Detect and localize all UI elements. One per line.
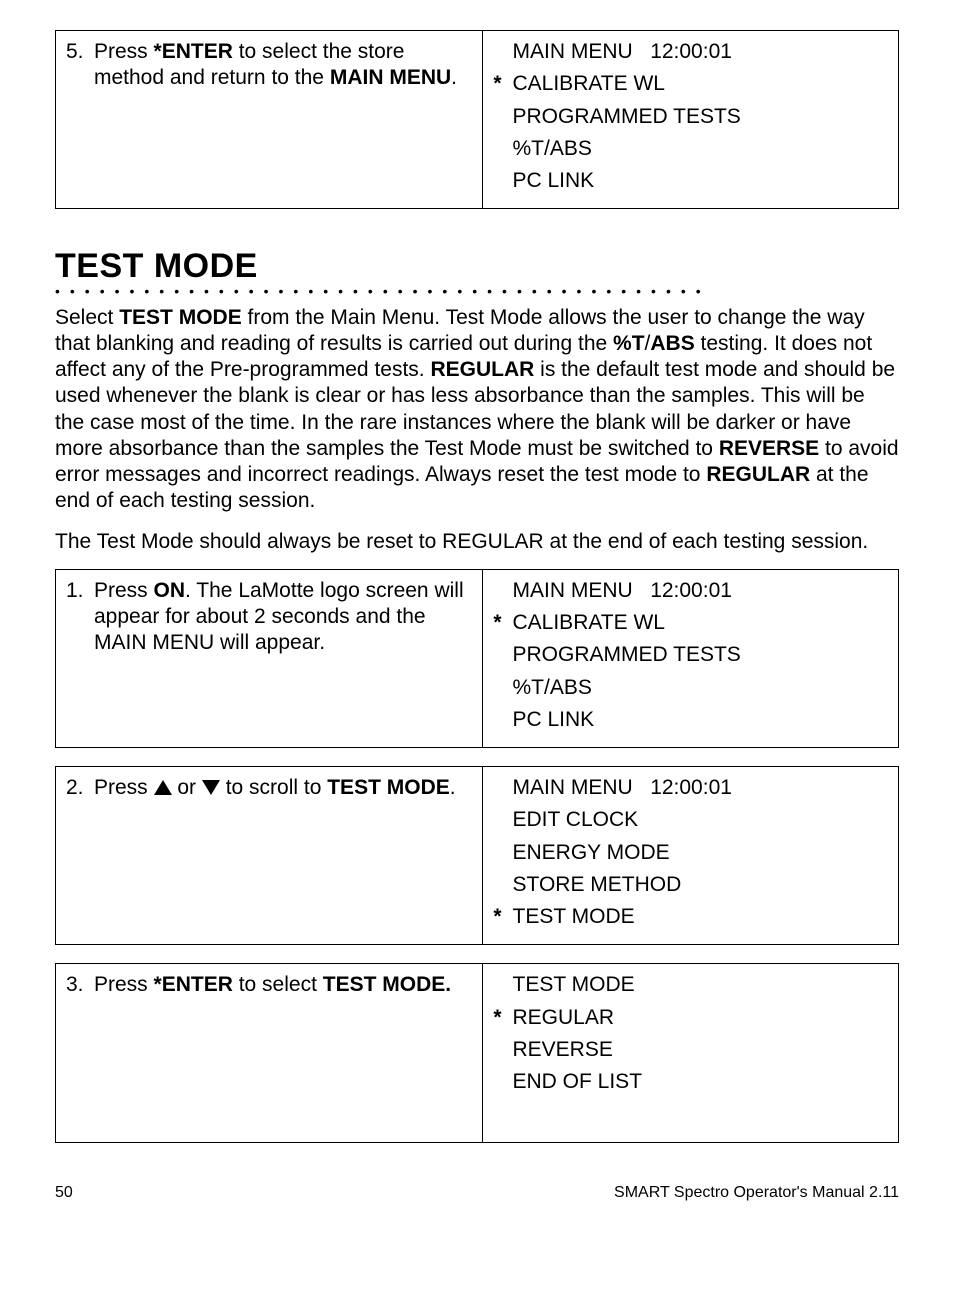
heading-dots: ••••••••••••••••••••••••••••••••••••••••…	[55, 288, 899, 299]
marker-blank	[483, 707, 513, 733]
marker-blank	[483, 807, 513, 833]
marker-blank	[483, 39, 513, 65]
text: to scroll to	[220, 776, 327, 799]
marker-blank	[483, 840, 513, 866]
section-heading-wrap: TEST MODE ••••••••••••••••••••••••••••••…	[55, 245, 899, 298]
step-number: 3.	[66, 972, 94, 998]
step-2-panel: 2. Press or to scroll to TEST MODE. MAIN…	[55, 766, 899, 945]
marker-blank	[483, 642, 513, 668]
step-body: Press *ENTER to select TEST MODE.	[94, 972, 472, 998]
up-arrow-icon	[154, 780, 172, 795]
step-1-screen: MAIN MENU 12:00:01 *CALIBRATE WL PROGRAM…	[483, 570, 899, 747]
marker-blank	[483, 775, 513, 801]
menu-item	[513, 1101, 889, 1127]
marker-blank	[483, 1069, 513, 1095]
step-number: 2.	[66, 775, 94, 801]
intro-paragraph-1: Select TEST MODE from the Main Menu. Tes…	[55, 305, 899, 515]
bold: REGULAR	[706, 463, 810, 486]
text: .	[451, 66, 457, 89]
text: Select	[55, 306, 119, 329]
menu-item: PROGRAMMED TESTS	[513, 104, 889, 130]
step-5-screen: MAIN MENU 12:00:01 *CALIBRATE WL PROGRAM…	[483, 31, 899, 208]
step-3-panel: 3. Press *ENTER to select TEST MODE. TES…	[55, 963, 899, 1142]
header-time: 12:00:01	[650, 579, 732, 602]
menu-item: REGULAR	[513, 1005, 889, 1031]
header-title: MAIN MENU	[513, 776, 633, 799]
step-number: 1.	[66, 578, 94, 657]
text: or	[172, 776, 202, 799]
menu-item: REVERSE	[513, 1037, 889, 1063]
header-title: TEST MODE	[513, 973, 635, 996]
selection-marker: *	[483, 1005, 513, 1031]
step-2-screen: MAIN MENU 12:00:01 EDIT CLOCK ENERGY MOD…	[483, 767, 899, 944]
text: to select	[233, 973, 323, 996]
key-enter: *ENTER	[154, 40, 233, 63]
selection-marker: *	[483, 904, 513, 930]
header-title: MAIN MENU	[513, 579, 633, 602]
text: Press	[94, 776, 154, 799]
bold: REVERSE	[719, 437, 819, 460]
marker-blank	[483, 1037, 513, 1063]
text: .	[450, 776, 456, 799]
menu-item: CALIBRATE WL	[513, 610, 889, 636]
down-arrow-icon	[202, 780, 220, 795]
menu-item: CALIBRATE WL	[513, 71, 889, 97]
menu-item: EDIT CLOCK	[513, 807, 889, 833]
screen-header: MAIN MENU 12:00:01	[513, 775, 889, 801]
page-number: 50	[55, 1183, 73, 1203]
step-number: 5.	[66, 39, 94, 92]
marker-blank	[483, 675, 513, 701]
manual-title: SMART Spectro Operator's Manual 2.11	[614, 1183, 899, 1203]
bold: TEST MODE	[119, 306, 242, 329]
text: Press	[94, 40, 154, 63]
menu-item: STORE METHOD	[513, 872, 889, 898]
bold: TEST MODE.	[323, 973, 451, 996]
step-body: Press or to scroll to TEST MODE.	[94, 775, 472, 801]
step-1-text: 1. Press ON. The LaMotte logo screen wil…	[56, 570, 483, 747]
bold: ABS	[650, 332, 694, 355]
step-body: Press ON. The LaMotte logo screen will a…	[94, 578, 472, 657]
selection-marker: *	[483, 71, 513, 97]
header-title: MAIN MENU	[513, 40, 633, 63]
marker-blank	[483, 104, 513, 130]
key-enter: *ENTER	[154, 973, 233, 996]
header-time: 12:00:01	[650, 776, 732, 799]
menu-item: %T/ABS	[513, 675, 889, 701]
screen-header: MAIN MENU 12:00:01	[513, 39, 889, 65]
bold: %T	[613, 332, 645, 355]
page-footer: 50 SMART Spectro Operator's Manual 2.11	[55, 1183, 899, 1203]
bold: TEST MODE	[327, 776, 450, 799]
selection-marker: *	[483, 610, 513, 636]
marker-blank	[483, 578, 513, 604]
marker-blank	[483, 1101, 513, 1127]
screen-header: TEST MODE	[513, 972, 889, 998]
step-3-text: 3. Press *ENTER to select TEST MODE.	[56, 964, 483, 1141]
key-on: ON	[154, 579, 186, 602]
text: Press	[94, 973, 154, 996]
menu-item: TEST MODE	[513, 904, 889, 930]
marker-blank	[483, 168, 513, 194]
text: Press	[94, 579, 154, 602]
section-heading: TEST MODE	[55, 245, 899, 288]
step-2-text: 2. Press or to scroll to TEST MODE.	[56, 767, 483, 944]
menu-item: END OF LIST	[513, 1069, 889, 1095]
main-menu-bold: MAIN MENU	[330, 66, 451, 89]
menu-item: ENERGY MODE	[513, 840, 889, 866]
marker-blank	[483, 136, 513, 162]
menu-item: PC LINK	[513, 168, 889, 194]
menu-item: %T/ABS	[513, 136, 889, 162]
menu-item: PROGRAMMED TESTS	[513, 642, 889, 668]
menu-item: PC LINK	[513, 707, 889, 733]
step-5-panel: 5. Press *ENTER to select the store meth…	[55, 30, 899, 209]
marker-blank	[483, 872, 513, 898]
marker-blank	[483, 972, 513, 998]
step-body: Press *ENTER to select the store method …	[94, 39, 472, 92]
intro-paragraph-2: The Test Mode should always be reset to …	[55, 529, 899, 555]
step-5-text: 5. Press *ENTER to select the store meth…	[56, 31, 483, 208]
step-3-screen: TEST MODE *REGULAR REVERSE END OF LIST	[483, 964, 899, 1141]
screen-header: MAIN MENU 12:00:01	[513, 578, 889, 604]
step-1-panel: 1. Press ON. The LaMotte logo screen wil…	[55, 569, 899, 748]
header-time: 12:00:01	[650, 40, 732, 63]
bold: REGULAR	[430, 358, 534, 381]
